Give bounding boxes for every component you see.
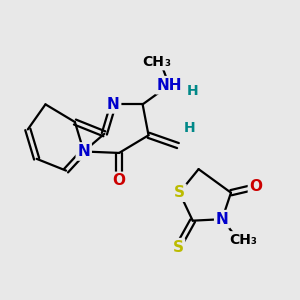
Text: S: S (174, 185, 185, 200)
Text: CH: CH (142, 55, 164, 69)
Text: O: O (112, 173, 126, 188)
Text: N: N (107, 97, 120, 112)
Text: NH: NH (156, 78, 182, 93)
Text: N: N (216, 212, 229, 227)
Text: N: N (77, 144, 90, 159)
Text: H: H (184, 121, 196, 135)
Text: CH₃: CH₃ (229, 233, 257, 247)
Text: ₃: ₃ (165, 55, 171, 69)
Text: S: S (172, 240, 184, 255)
Text: H: H (187, 84, 199, 98)
Text: O: O (250, 179, 262, 194)
